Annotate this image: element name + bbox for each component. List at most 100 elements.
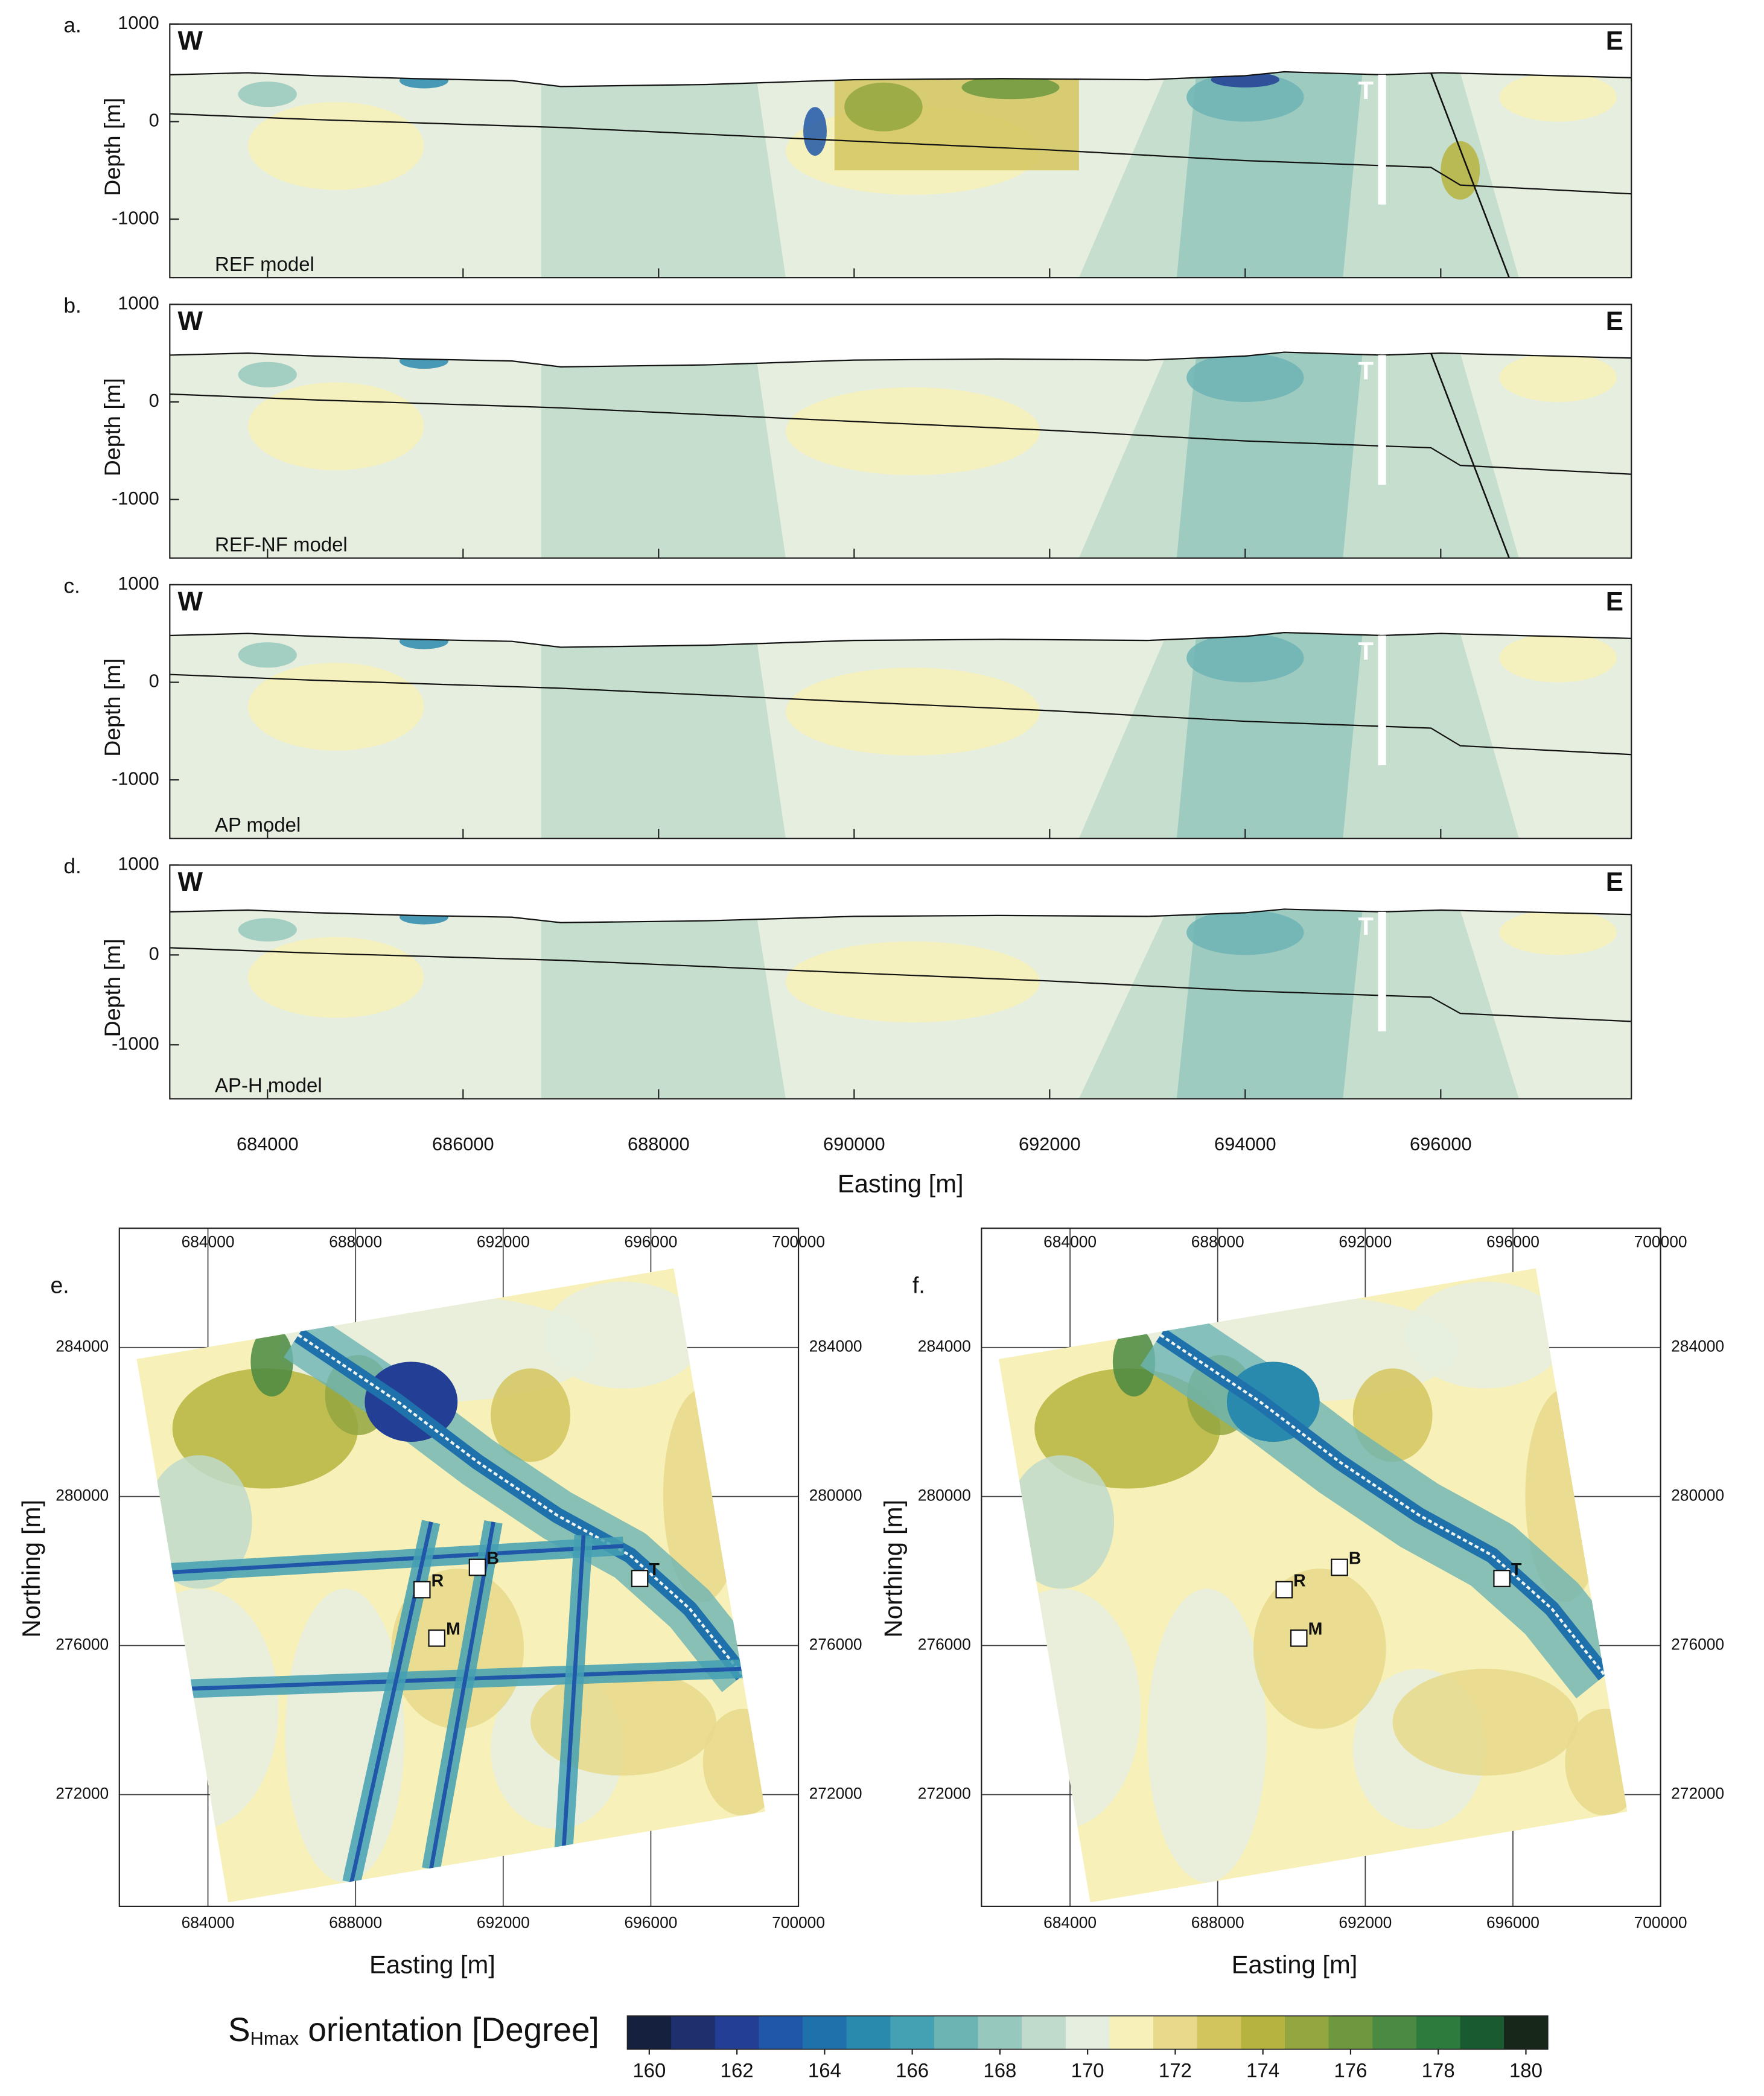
panel-frame bbox=[169, 584, 1632, 839]
map-field bbox=[119, 1228, 799, 1906]
colorbar-swatch bbox=[1241, 2016, 1285, 2050]
field-patch bbox=[961, 75, 1060, 100]
colorbar-swatch bbox=[1153, 2016, 1198, 2050]
y-tick-label: 280000 bbox=[809, 1486, 862, 1505]
panel-label: b. bbox=[63, 294, 81, 317]
well-label: T bbox=[1358, 637, 1374, 665]
x-axis-label: Easting [m] bbox=[369, 1950, 495, 1978]
x-tick-label: 700000 bbox=[1634, 1914, 1687, 1932]
colorbar-swatch bbox=[1328, 2016, 1373, 2050]
x-tick-label: 696000 bbox=[624, 1914, 677, 1932]
field-patch bbox=[1034, 1368, 1220, 1489]
east-label: E bbox=[1606, 307, 1623, 336]
x-tick-label: 688000 bbox=[628, 1133, 690, 1155]
colorbar-tick-label: 168 bbox=[983, 2060, 1016, 2082]
west-label: W bbox=[177, 26, 203, 56]
east-label: E bbox=[1606, 867, 1623, 897]
field-patch bbox=[1499, 353, 1617, 403]
field-patch bbox=[541, 914, 786, 1099]
panel-label: c. bbox=[63, 575, 80, 598]
y-tick-label: 0 bbox=[149, 110, 159, 131]
field-patch bbox=[172, 1368, 358, 1489]
map-surface bbox=[998, 1268, 1628, 1903]
colorbar-symbol: S bbox=[228, 2010, 250, 2048]
site-marker bbox=[1275, 1581, 1293, 1599]
field-patch bbox=[1176, 633, 1363, 839]
topography bbox=[170, 631, 1632, 648]
x-axis-label: Easting [m] bbox=[1232, 1950, 1358, 1978]
x-tick-label: 688000 bbox=[1191, 1914, 1244, 1932]
air bbox=[170, 584, 1632, 648]
east-label: E bbox=[1606, 587, 1623, 616]
topography bbox=[170, 908, 1632, 923]
site-label: R bbox=[1293, 1571, 1306, 1590]
y-tick-label: 0 bbox=[149, 943, 159, 964]
x-tick-label: 688000 bbox=[1191, 1232, 1244, 1250]
site-label: M bbox=[1308, 1620, 1323, 1639]
field-patch bbox=[247, 382, 424, 471]
field-patch bbox=[1253, 1569, 1386, 1729]
y-tick-label: 1000 bbox=[118, 292, 159, 313]
y-tick-label: 276000 bbox=[809, 1636, 862, 1654]
colorbar-tick-label: 176 bbox=[1334, 2060, 1367, 2082]
fault-core bbox=[165, 1544, 624, 1575]
y-axis-label: Depth [m] bbox=[100, 938, 125, 1037]
x-tick-label: 700000 bbox=[1634, 1232, 1687, 1250]
field-patch bbox=[541, 77, 786, 278]
colorbar-swatch bbox=[978, 2016, 1022, 2050]
y-tick-label: 284000 bbox=[56, 1337, 109, 1355]
y-tick-label: 276000 bbox=[1671, 1636, 1724, 1654]
site-marker bbox=[468, 1558, 486, 1576]
x-tick-label: 696000 bbox=[1486, 1914, 1540, 1932]
site-marker bbox=[1331, 1558, 1348, 1576]
y-tick-label: 276000 bbox=[918, 1636, 971, 1654]
colorbar-swatch bbox=[1197, 2016, 1242, 2050]
topography bbox=[170, 351, 1632, 368]
site-label: T bbox=[1511, 1560, 1522, 1579]
y-tick-label: 1000 bbox=[118, 853, 159, 874]
colorbar-tick-label: 162 bbox=[721, 2060, 754, 2082]
field-patch bbox=[530, 1669, 716, 1776]
field-patch bbox=[1008, 1455, 1115, 1589]
y-tick-label: 1000 bbox=[118, 12, 159, 33]
colorbar-swatch bbox=[934, 2016, 979, 2050]
colorbar-swatch bbox=[1460, 2016, 1504, 2050]
field-patch bbox=[844, 82, 923, 132]
colorbar-swatch bbox=[759, 2016, 803, 2050]
field-patch bbox=[136, 1588, 279, 1829]
field-patch bbox=[1147, 1588, 1267, 1883]
x-tick-label: 692000 bbox=[477, 1232, 530, 1250]
field-patch bbox=[1406, 1281, 1565, 1389]
colorbar-swatch bbox=[1022, 2016, 1066, 2050]
field-patch bbox=[238, 81, 297, 107]
field-patch bbox=[1176, 72, 1363, 278]
colorbar-tick-label: 172 bbox=[1159, 2060, 1192, 2082]
panel-frame bbox=[169, 23, 1632, 279]
field-patch bbox=[247, 937, 424, 1018]
site-marker bbox=[428, 1629, 446, 1647]
air bbox=[170, 304, 1632, 367]
map-frame bbox=[118, 1228, 800, 1907]
model-name: REF model bbox=[215, 253, 314, 276]
y-tick-label: 272000 bbox=[918, 1785, 971, 1803]
panel-frame bbox=[169, 864, 1632, 1100]
map-field bbox=[981, 1228, 1661, 1906]
horizon bbox=[170, 947, 1632, 1022]
colorbar-swatch bbox=[627, 2016, 672, 2050]
y-tick-label: 280000 bbox=[1671, 1486, 1724, 1505]
x-tick-label: 692000 bbox=[1339, 1914, 1392, 1932]
y-tick-label: 280000 bbox=[918, 1486, 971, 1505]
y-tick-label: 0 bbox=[149, 390, 159, 411]
section-field bbox=[170, 304, 1632, 558]
x-tick-label: 690000 bbox=[823, 1133, 885, 1155]
field-patch bbox=[1499, 633, 1617, 683]
x-tick-label: 694000 bbox=[1214, 1133, 1276, 1155]
x-tick-label: 684000 bbox=[237, 1133, 299, 1155]
field-patch bbox=[238, 362, 297, 387]
y-tick-label: -1000 bbox=[112, 1033, 159, 1054]
horizon bbox=[170, 674, 1632, 756]
field-patch bbox=[491, 1368, 571, 1462]
model-name: REF-NF model bbox=[215, 534, 348, 556]
map-surface bbox=[136, 1268, 766, 1903]
air bbox=[170, 24, 1632, 87]
